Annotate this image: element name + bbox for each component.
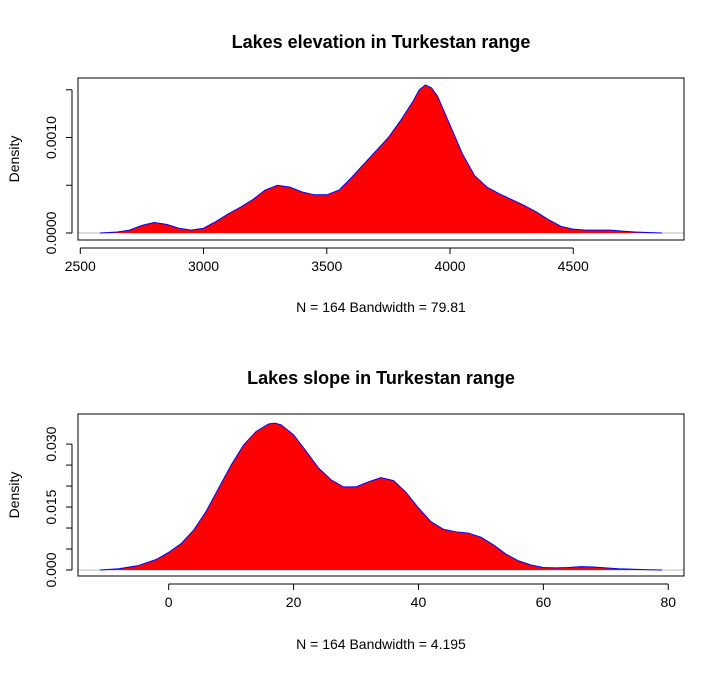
x-axis-label: N = 164 Bandwidth = 79.81 [296, 299, 466, 315]
x-tick-label: 3500 [311, 258, 342, 274]
x-tick-label: 2500 [65, 258, 96, 274]
y-tick-label: 0.000 [43, 552, 59, 587]
y-axis-label: Density [6, 136, 22, 183]
y-axis-label: Density [6, 472, 22, 519]
density-line [99, 84, 663, 234]
x-axis: 2500 3000 3500 4000 4500 [65, 247, 589, 274]
density-line [99, 422, 663, 571]
x-axis-label: N = 164 Bandwidth = 4.195 [296, 636, 466, 652]
x-tick-label: 20 [286, 594, 302, 610]
x-tick-label: 60 [536, 594, 552, 610]
x-tick-label: 80 [660, 594, 676, 610]
chart-title: Lakes slope in Turkestan range [247, 368, 515, 388]
y-tick-label: 0.030 [43, 426, 59, 461]
y-axis: 0.000 0.015 0.030 [43, 426, 73, 588]
plot-layer [78, 422, 684, 571]
plot-frame [77, 77, 685, 241]
plot-frame [77, 413, 685, 577]
elevation-density-panel: Lakes elevation in Turkestan range 2500 3… [6, 32, 685, 315]
y-axis: 0.0000 0.0010 [43, 89, 73, 254]
density-area [100, 423, 662, 570]
y-tick-label: 0.015 [43, 489, 59, 524]
chart-title: Lakes elevation in Turkestan range [232, 32, 531, 52]
y-tick-label: 0.0010 [43, 116, 59, 159]
x-axis: 0 20 40 60 80 [165, 583, 676, 610]
x-tick-label: 40 [411, 594, 427, 610]
y-tick-label: 0.0000 [43, 211, 59, 254]
x-tick-label: 4000 [434, 258, 465, 274]
density-area [100, 85, 662, 233]
slope-density-panel: Lakes slope in Turkestan range 0 20 40 60 80… [6, 368, 685, 652]
x-tick-label: 3000 [188, 258, 219, 274]
x-tick-label: 0 [165, 594, 173, 610]
plot-layer [78, 84, 684, 234]
x-tick-label: 4500 [558, 258, 589, 274]
